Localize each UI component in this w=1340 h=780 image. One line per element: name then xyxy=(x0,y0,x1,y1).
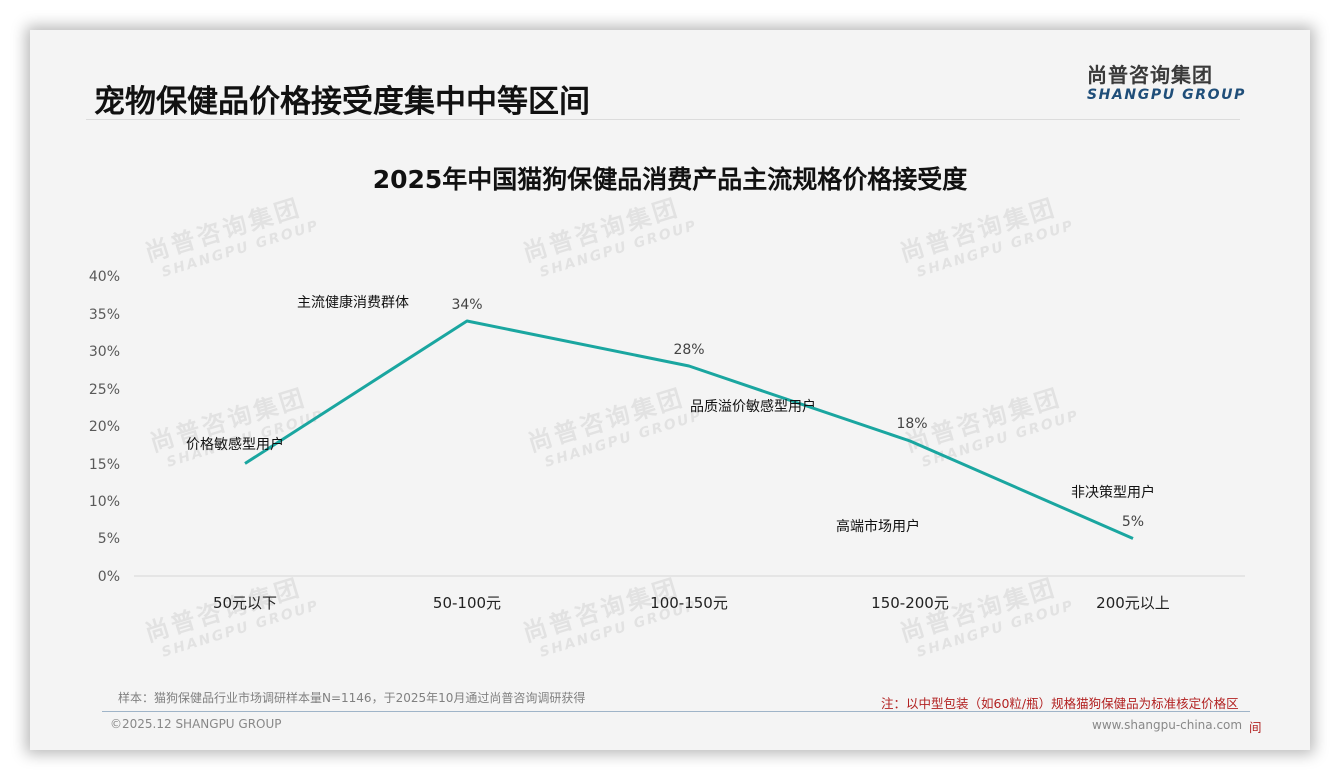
annotation-high-end: 高端市场用户 xyxy=(836,518,920,535)
x-axis: 50元以下 50-100元 100-150元 150-200元 200元以上 xyxy=(213,594,1170,612)
logo-cn-text: 尚普咨询集团 xyxy=(1087,63,1213,87)
annotation-price-sensitive: 价格敏感型用户 xyxy=(186,436,284,453)
page-title: 宠物保健品价格接受度集中中等区间 xyxy=(94,84,590,120)
y-axis: 40% 35% 30% 25% 20% 15% 10% 5% 0% xyxy=(89,269,120,585)
logo-en-text: SHANGPU GROUP xyxy=(1087,87,1246,103)
footer-divider xyxy=(102,711,1250,712)
footnote-remark: 注：以中型包装（如60粒/瓶）规格猫狗保健品为标准核定价格区 间 xyxy=(881,691,1267,735)
value-labels: 34% 28% 18% 5% xyxy=(451,297,1144,530)
line-chart: 40% 35% 30% 25% 20% 15% 10% 5% 0% 50元以下 … xyxy=(89,269,1245,612)
footnote-remark-main: 注：以中型包装（如60粒/瓶）规格猫狗保健品为标准核定价格区 xyxy=(881,696,1239,711)
annotation-quality-premium: 品质溢价敏感型用户 xyxy=(690,398,816,415)
copyright: ©2025.12 SHANGPU GROUP xyxy=(110,717,282,731)
svg-text:28%: 28% xyxy=(673,342,704,358)
annotation-mainstream: 主流健康消费群体 xyxy=(297,294,409,311)
svg-text:10%: 10% xyxy=(89,494,120,510)
slide-card: 宠物保健品价格接受度集中中等区间 尚普咨询集团 SHANGPU GROUP 尚普… xyxy=(30,30,1310,750)
svg-text:0%: 0% xyxy=(98,569,120,585)
company-logo: 尚普咨询集团 SHANGPU GROUP xyxy=(1087,63,1247,103)
svg-text:35%: 35% xyxy=(89,307,120,323)
annotation-non-decision: 非决策型用户 xyxy=(1071,484,1155,501)
segment-annotations: 价格敏感型用户 主流健康消费群体 品质溢价敏感型用户 高端市场用户 非决策型用户 xyxy=(186,294,1155,535)
svg-text:34%: 34% xyxy=(451,297,482,313)
svg-text:15%: 15% xyxy=(89,457,120,473)
svg-text:18%: 18% xyxy=(896,416,927,432)
chart-title: 2025年中国猫狗保健品消费产品主流规格价格接受度 xyxy=(372,165,968,194)
sample-note: 样本：猫狗保健品行业市场调研样本量N=1146，于2025年10月通过尚普咨询调… xyxy=(118,691,586,705)
svg-text:30%: 30% xyxy=(89,344,120,360)
svg-text:150-200元: 150-200元 xyxy=(871,594,949,612)
footnote-remark-tail: 间 xyxy=(1249,720,1262,735)
svg-text:50-100元: 50-100元 xyxy=(433,594,501,612)
website-link[interactable]: www.shangpu-china.com xyxy=(1092,718,1243,732)
svg-text:5%: 5% xyxy=(1122,514,1144,530)
series-line xyxy=(244,319,1134,540)
svg-text:5%: 5% xyxy=(98,531,120,547)
header-divider xyxy=(86,119,1240,120)
svg-text:50元以下: 50元以下 xyxy=(213,594,277,612)
svg-text:40%: 40% xyxy=(89,269,120,285)
svg-text:25%: 25% xyxy=(89,382,120,398)
svg-text:20%: 20% xyxy=(89,419,120,435)
svg-text:100-150元: 100-150元 xyxy=(650,594,728,612)
svg-text:200元以上: 200元以上 xyxy=(1096,594,1170,612)
